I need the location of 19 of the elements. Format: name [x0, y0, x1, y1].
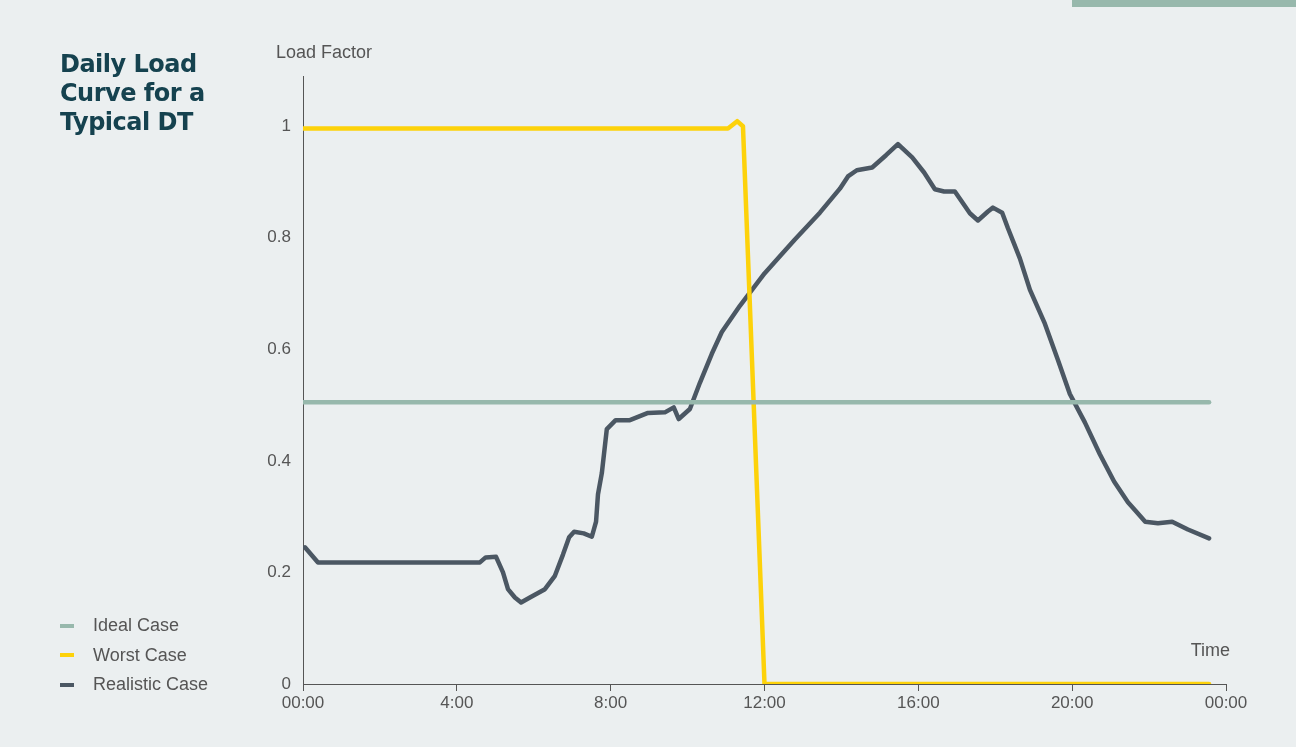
legend-label: Ideal Case — [93, 615, 180, 637]
legend-label: Realistic Case — [93, 674, 209, 696]
y-tick-label: 0.8 — [267, 227, 291, 247]
y-tick-label: 0.2 — [267, 562, 291, 582]
y-tick-label: 0.6 — [267, 339, 291, 359]
x-tick-label: 4:00 — [440, 692, 474, 712]
x-tick-label: 8:00 — [594, 692, 628, 712]
y-tick-label: 0 — [281, 673, 291, 693]
x-tick-label: 12:00 — [743, 692, 786, 712]
x-tick-label: 00:00 — [1204, 692, 1248, 712]
legend-label: Worst Case — [93, 644, 187, 666]
y-tick-label: 1 — [281, 115, 291, 135]
y-tick-label: 0.4 — [267, 450, 291, 470]
chart-title: Daily Load Curve for a Typical DT — [60, 50, 206, 137]
y-axis-title: Load Factor — [276, 41, 373, 62]
x-tick-label: 16:00 — [897, 692, 940, 712]
x-tick-label: 00:00 — [281, 692, 325, 712]
x-tick-label: 20:00 — [1050, 692, 1094, 712]
x-axis-title: Time — [1190, 639, 1230, 660]
